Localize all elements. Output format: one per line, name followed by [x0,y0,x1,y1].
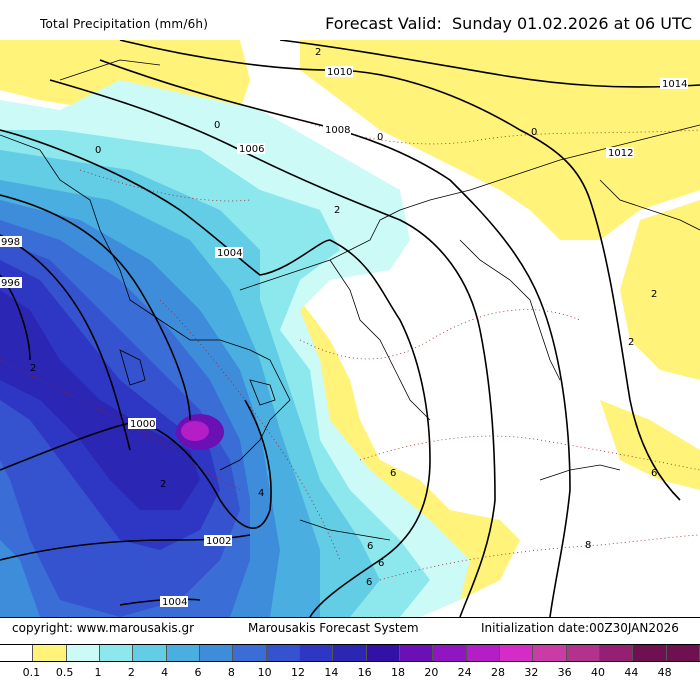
legend-tick-label: 32 [524,666,539,679]
isobar-label-1004-north: 1004 [215,247,243,259]
coastlines [0,59,700,541]
legend-tick-labels: 0.1 0.5 1 2 4 6 8 10 12 14 16 18 20 24 28 32 36 40 44 48 [0,666,700,682]
legend-swatch [333,645,367,661]
forecast-valid-time: Forecast Valid: Sunday 01.02.2026 at 06 … [325,14,692,33]
svg-text:2: 2 [160,479,166,490]
isobar-label-1012: 1012 [606,147,634,159]
legend-swatch [466,645,500,661]
legend-swatch [666,645,700,661]
isobar-label-1010: 1010 [325,66,353,78]
system-name: Marousakis Forecast System [248,621,419,635]
svg-text:1004: 1004 [162,597,187,608]
legend-swatch [499,645,534,661]
legend-tick-label: 40 [591,666,605,679]
color-legend: 0.1 0.5 1 2 4 6 8 10 12 14 16 18 20 24 28 32 36 40 44 48 [0,640,700,700]
legend-swatch [633,645,667,661]
legend-swatch [599,645,634,661]
precip-band-16 [0,290,200,510]
legend-swatch [399,645,434,661]
legend-swatch [266,645,300,661]
svg-text:2: 2 [651,289,657,300]
isobar-label-998: 998 [0,236,22,248]
legend-swatch [366,645,400,661]
svg-text:998: 998 [1,237,20,248]
svg-text:6: 6 [367,541,373,552]
legend-swatch [533,645,567,661]
legend-swatch [66,645,100,661]
legend-tick-label: 16 [357,666,372,679]
map-title: Total Precipitation (mm/6h) [40,17,209,31]
isobar-label-1006: 1006 [237,143,265,155]
legend-tick-label: 6 [194,666,202,679]
legend-tick-label: 28 [491,666,505,679]
legend-swatch [199,645,234,661]
svg-text:6: 6 [390,468,396,479]
temp-lines [0,119,700,581]
legend-swatch-below [0,645,34,661]
isobar-label-1002: 1002 [204,535,232,547]
svg-text:0: 0 [531,127,537,138]
legend-tick-label: 0.1 [22,666,41,679]
svg-text:1006: 1006 [239,144,264,155]
legend-tick-label: 20 [424,666,439,679]
svg-text:996: 996 [1,278,20,289]
legend-tick-label: 14 [324,666,339,679]
legend-swatch [133,645,167,661]
legend-swatch [166,645,200,661]
legend-swatch [433,645,467,661]
legend-tick-label: 18 [391,666,405,679]
legend-color-bar [0,644,700,662]
svg-text:6: 6 [378,558,384,569]
legend-swatch [99,645,134,661]
legend-tick-label: 10 [257,666,272,679]
isobars [0,39,700,618]
svg-text:2: 2 [334,205,340,216]
svg-text:0: 0 [214,120,220,131]
isobar-label-1008: 1008 [323,124,351,136]
legend-tick-label: 48 [657,666,672,679]
copyright-text: copyright: www.marousakis.gr [12,621,195,635]
svg-text:2: 2 [30,363,36,374]
legend-tick-label: 4 [161,666,169,679]
legend-tick-label: 36 [557,666,572,679]
svg-text:1010: 1010 [327,67,352,78]
isobar-label-1014: 1014 [660,78,688,90]
isobar-labels: 998 996 1000 1002 1004 1004 1006 1008 10… [0,66,688,608]
svg-text:0: 0 [95,145,101,156]
svg-text:1000: 1000 [130,419,155,430]
svg-text:1014: 1014 [662,79,687,90]
svg-text:1002: 1002 [206,536,231,547]
precipitation-map: 998 996 1000 1002 1004 1004 1006 1008 10… [0,39,700,618]
footer-bar: copyright: www.marousakis.gr Marousakis … [0,617,700,639]
svg-text:6: 6 [366,577,372,588]
svg-text:2: 2 [628,337,634,348]
legend-tick-label: 24 [457,666,472,679]
temp-labels: 2 2 0 0 0 0 2 2 2 2 4 6 6 6 6 6 8 [30,47,657,588]
legend-tick-label: 44 [624,666,639,679]
svg-text:8: 8 [585,540,591,551]
legend-tick-label: 2 [127,666,135,679]
svg-text:6: 6 [651,468,657,479]
isobar-label-1000: 1000 [128,418,156,430]
legend-tick-label: 8 [227,666,235,679]
legend-swatch [566,645,600,661]
legend-swatch [33,645,67,661]
svg-text:4: 4 [258,488,264,499]
legend-swatch [233,645,267,661]
initialization-date: Initialization date:00Z30JAN2026 [481,621,679,635]
isobar-label-1004-south: 1004 [160,596,188,608]
header-bar: Total Precipitation (mm/6h) Forecast Val… [0,0,700,40]
legend-tick-label: 1 [94,666,102,679]
precip-core [176,414,224,450]
svg-text:2: 2 [315,47,321,58]
svg-text:0: 0 [377,132,383,143]
legend-tick-label: 0.5 [55,666,74,679]
legend-tick-label: 12 [291,666,305,679]
svg-text:1012: 1012 [608,148,633,159]
isobar-label-996: 996 [0,277,22,289]
legend-swatch [299,645,334,661]
svg-text:1008: 1008 [325,125,350,136]
svg-text:1004: 1004 [217,248,242,259]
